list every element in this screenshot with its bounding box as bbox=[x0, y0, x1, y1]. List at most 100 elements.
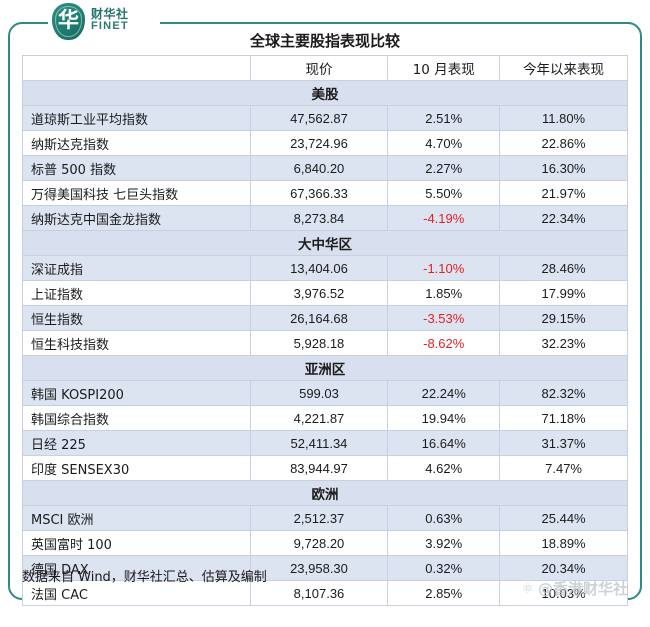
index-month-change: 2.27% bbox=[387, 155, 501, 181]
index-name: 恒生科技指数 bbox=[22, 330, 251, 356]
index-month-change: 2.51% bbox=[387, 105, 501, 131]
table-row: 上证指数 3,976.52 1.85% 17.99% bbox=[22, 280, 628, 306]
emblem-character: 华 bbox=[58, 7, 79, 32]
index-price: 4,221.87 bbox=[249, 405, 389, 431]
index-name: 深证成指 bbox=[22, 255, 251, 281]
table-row: 恒生指数 26,164.68 -3.53% 29.15% bbox=[22, 305, 628, 331]
index-month-change: 19.94% bbox=[387, 405, 501, 431]
section-label: 欧洲 bbox=[22, 480, 628, 506]
index-name: 恒生指数 bbox=[22, 305, 251, 331]
index-ytd-change: 29.15% bbox=[499, 305, 628, 331]
index-price: 23,958.30 bbox=[249, 555, 389, 581]
table: 现价 10 月表现 今年以来表现 美股 道琼斯工业平均指数 47,562.87 2.5… bbox=[22, 55, 628, 606]
index-name: 德国 DAX bbox=[22, 555, 251, 581]
table-row: 纳斯达克中国金龙指数 8,273.84 -4.19% 22.34% bbox=[22, 205, 628, 231]
index-performance-table: 现价 10 月表现 今年以来表现 美股 道琼斯工业平均指数 47,562.87 2.5… bbox=[22, 55, 628, 606]
column-header-month: 10 月表现 bbox=[387, 55, 501, 81]
index-ytd-change: 17.99% bbox=[499, 280, 628, 306]
index-ytd-change: 20.34% bbox=[499, 555, 628, 581]
table-row: 深证成指 13,404.06 -1.10% 28.46% bbox=[22, 255, 628, 281]
index-ytd-change: 21.97% bbox=[499, 180, 628, 206]
index-ytd-change: 11.80% bbox=[499, 105, 628, 131]
index-price: 8,107.36 bbox=[249, 580, 389, 606]
index-price: 47,562.87 bbox=[249, 105, 389, 131]
brand-name-cn: 财华社 bbox=[91, 7, 129, 21]
brand-wordmark: 财华社 FINET bbox=[91, 8, 129, 34]
index-price: 3,976.52 bbox=[249, 280, 389, 306]
table-row: 印度 SENSEX30 83,944.97 4.62% 7.47% bbox=[22, 455, 628, 481]
index-ytd-change: 22.86% bbox=[499, 130, 628, 156]
index-ytd-change: 25.44% bbox=[499, 505, 628, 531]
index-month-change: -1.10% bbox=[387, 255, 501, 281]
index-month-change: 4.70% bbox=[387, 130, 501, 156]
index-ytd-change: 18.89% bbox=[499, 530, 628, 556]
index-name: 韩国综合指数 bbox=[22, 405, 251, 431]
table-body: 美股 道琼斯工业平均指数 47,562.87 2.51% 11.80% 纳斯达克指数 23,… bbox=[22, 80, 628, 606]
index-name: 法国 CAC bbox=[22, 580, 251, 606]
index-price: 83,944.97 bbox=[249, 455, 389, 481]
index-ytd-change: 7.47% bbox=[499, 455, 628, 481]
index-name: 日经 225 bbox=[22, 430, 251, 456]
index-price: 52,411.34 bbox=[249, 430, 389, 456]
index-month-change: 16.64% bbox=[387, 430, 501, 456]
header-row: 现价 10 月表现 今年以来表现 bbox=[22, 55, 628, 81]
index-price: 26,164.68 bbox=[249, 305, 389, 331]
index-month-change: -4.19% bbox=[387, 205, 501, 231]
index-month-change: 1.85% bbox=[387, 280, 501, 306]
index-name: 道琼斯工业平均指数 bbox=[22, 105, 251, 131]
section-header-row: 欧洲 bbox=[22, 480, 628, 506]
index-month-change: 5.50% bbox=[387, 180, 501, 206]
index-month-change: 0.63% bbox=[387, 505, 501, 531]
corner-watermark-text: @香港财华社 bbox=[537, 580, 628, 598]
brand-name-en: FINET bbox=[91, 20, 129, 32]
table-row: 万得美国科技 七巨头指数 67,366.33 5.50% 21.97% bbox=[22, 180, 628, 206]
table-row: 英国富时 100 9,728.20 3.92% 18.89% bbox=[22, 530, 628, 556]
paw-icon: ⚛ bbox=[521, 580, 534, 597]
index-price: 67,366.33 bbox=[249, 180, 389, 206]
index-month-change: 3.92% bbox=[387, 530, 501, 556]
index-ytd-change: 28.46% bbox=[499, 255, 628, 281]
section-label: 美股 bbox=[22, 80, 628, 106]
index-month-change: 22.24% bbox=[387, 380, 501, 406]
index-ytd-change: 16.30% bbox=[499, 155, 628, 181]
table-row: 日经 225 52,411.34 16.64% 31.37% bbox=[22, 430, 628, 456]
table-row: 恒生科技指数 5,928.18 -8.62% 32.23% bbox=[22, 330, 628, 356]
index-ytd-change: 22.34% bbox=[499, 205, 628, 231]
index-name: 上证指数 bbox=[22, 280, 251, 306]
table-row: 韩国综合指数 4,221.87 19.94% 71.18% bbox=[22, 405, 628, 431]
index-name: 印度 SENSEX30 bbox=[22, 455, 251, 481]
corner-watermark: ⚛ @香港财华社 bbox=[521, 578, 628, 599]
index-ytd-change: 32.23% bbox=[499, 330, 628, 356]
index-name: 万得美国科技 七巨头指数 bbox=[22, 180, 251, 206]
table-head: 现价 10 月表现 今年以来表现 bbox=[22, 55, 628, 81]
index-price: 13,404.06 bbox=[249, 255, 389, 281]
index-name: 纳斯达克中国金龙指数 bbox=[22, 205, 251, 231]
table-row: MSCI 欧洲 2,512.37 0.63% 25.44% bbox=[22, 505, 628, 531]
table-row: 道琼斯工业平均指数 47,562.87 2.51% 11.80% bbox=[22, 105, 628, 131]
index-month-change: -3.53% bbox=[387, 305, 501, 331]
index-price: 9,728.20 bbox=[249, 530, 389, 556]
index-month-change: 0.32% bbox=[387, 555, 501, 581]
table-row: 纳斯达克指数 23,724.96 4.70% 22.86% bbox=[22, 130, 628, 156]
table-row: 法国 CAC 8,107.36 2.85% 10.03% bbox=[22, 580, 628, 606]
index-month-change: 2.85% bbox=[387, 580, 501, 606]
index-name: 英国富时 100 bbox=[22, 530, 251, 556]
index-price: 23,724.96 bbox=[249, 130, 389, 156]
index-month-change: 4.62% bbox=[387, 455, 501, 481]
section-label: 大中华区 bbox=[22, 230, 628, 256]
index-name: 标普 500 指数 bbox=[22, 155, 251, 181]
index-price: 2,512.37 bbox=[249, 505, 389, 531]
index-ytd-change: 82.32% bbox=[499, 380, 628, 406]
source-footnote: 数据来自 Wind，财华社汇总、估算及编制 bbox=[22, 570, 267, 585]
section-header-row: 亚洲区 bbox=[22, 355, 628, 381]
index-price: 599.03 bbox=[249, 380, 389, 406]
index-ytd-change: 10.03% bbox=[499, 580, 628, 606]
index-price: 6,840.20 bbox=[249, 155, 389, 181]
section-header-row: 美股 bbox=[22, 80, 628, 106]
column-header-name bbox=[22, 55, 251, 81]
index-name: MSCI 欧洲 bbox=[22, 505, 251, 531]
brand-logo: 华 财华社 FINET bbox=[52, 2, 129, 40]
finet-emblem-icon: 华 bbox=[52, 2, 85, 40]
index-ytd-change: 71.18% bbox=[499, 405, 628, 431]
index-month-change: -8.62% bbox=[387, 330, 501, 356]
